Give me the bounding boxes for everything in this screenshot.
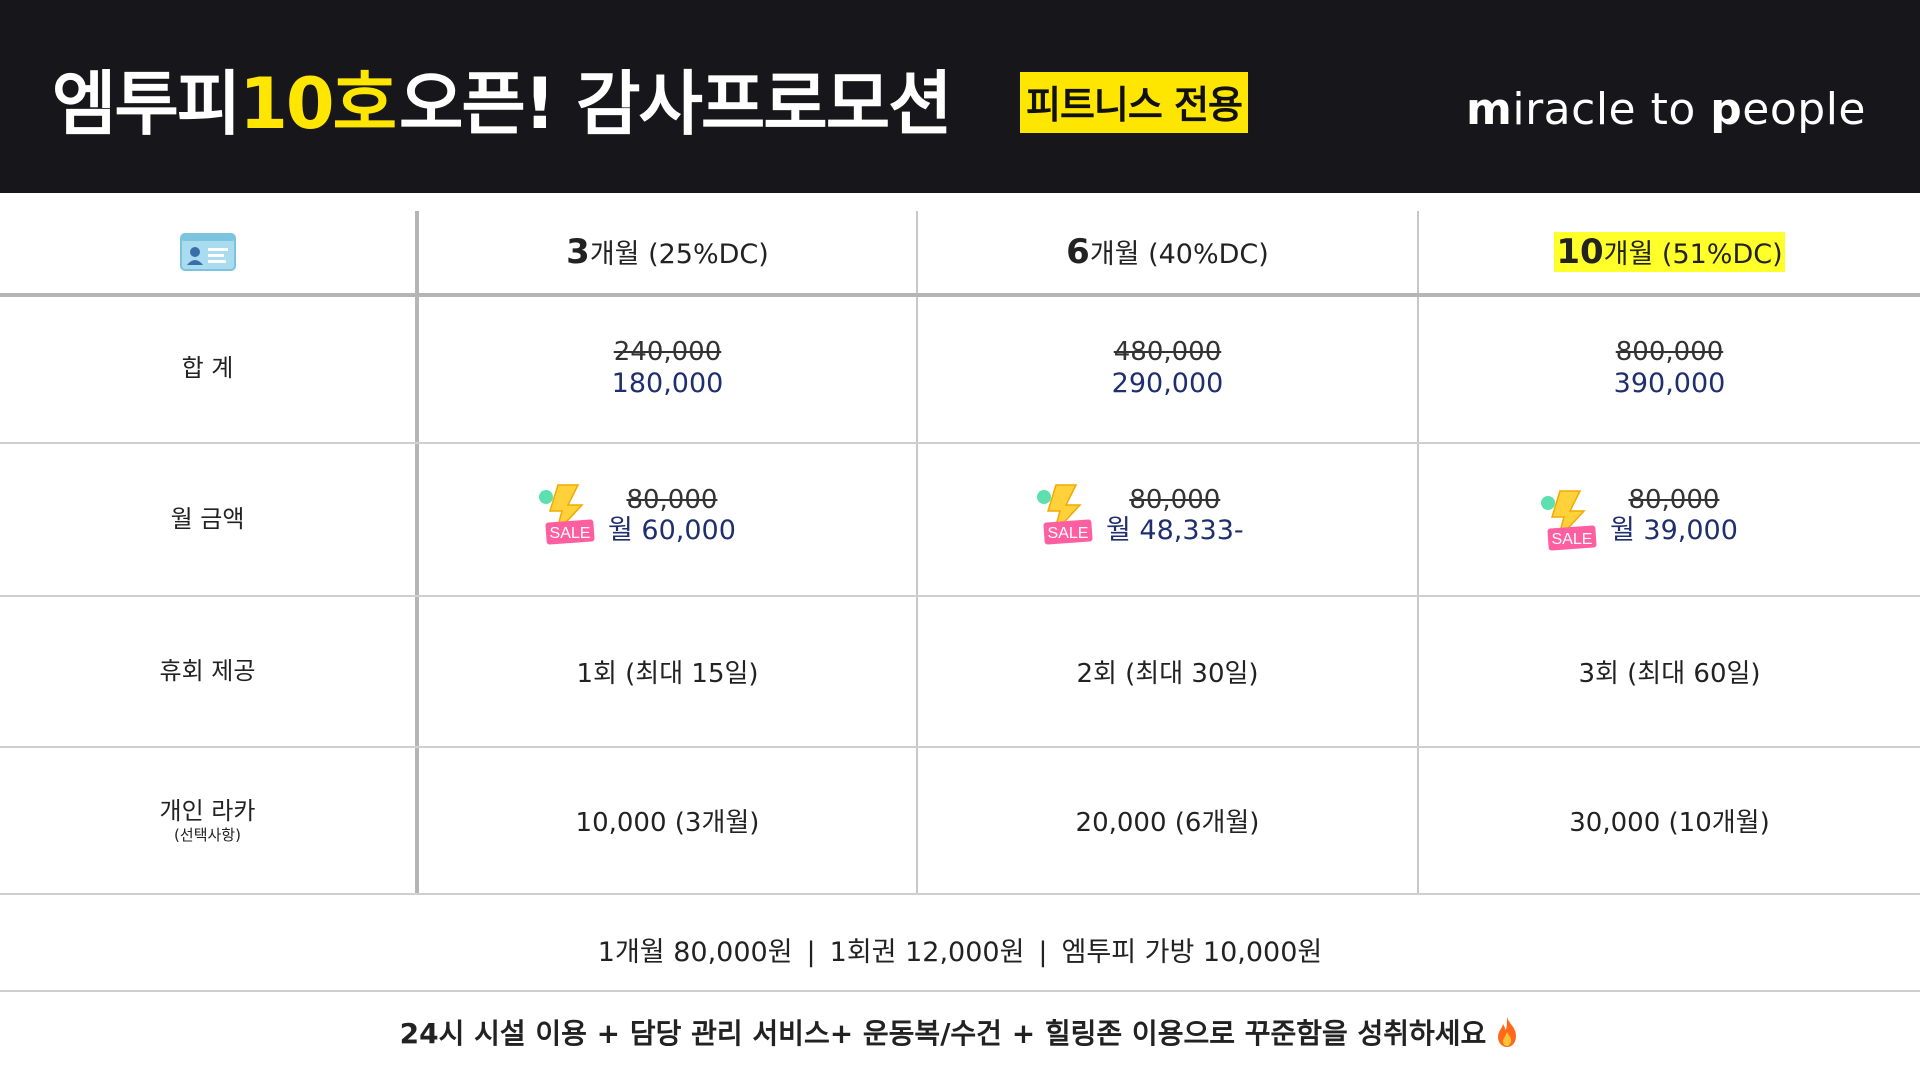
discounted-price: 월 48,333-	[1106, 515, 1244, 547]
plan-months: 3	[566, 232, 590, 272]
pause-3m: 1회 (최대 15일)	[576, 659, 759, 689]
total-3m: 240,000 180,000	[419, 295, 916, 442]
sale-bolt-icon: SALE	[539, 484, 595, 545]
row-label-text: 합 계	[181, 354, 234, 383]
divider	[916, 211, 918, 894]
locker-10m: 30,000 (10개월)	[1569, 808, 1770, 838]
brand-slogan: miracle to people	[1466, 84, 1866, 135]
fire-icon	[1498, 1017, 1517, 1047]
pricing-table: 3개월 (25%DC) 6개월 (40%DC) 10개월 (51%DC) 합 계…	[0, 193, 1920, 895]
row-sublabel-text: (선택사항)	[174, 825, 241, 844]
price-item: 1개월 80,000원	[597, 937, 793, 968]
row-label-text: 휴회 제공	[159, 657, 256, 686]
brand-eople: eople	[1742, 84, 1866, 135]
header-icon-cell	[0, 211, 415, 293]
locker-3m: 10,000 (3개월)	[575, 808, 760, 838]
pause-6m: 2회 (최대 30일)	[1076, 659, 1259, 689]
sale-text: SALE	[550, 525, 591, 542]
plan-unit: 개월 (40%DC)	[1089, 239, 1269, 270]
plan-unit: 개월 (51%DC)	[1603, 239, 1783, 270]
sale-bolt-icon: SALE	[1541, 490, 1597, 551]
divider	[0, 990, 1920, 992]
row-label-monthly: 월 금액	[0, 444, 415, 595]
original-price: 80,000	[1129, 484, 1221, 515]
plan-header-10m: 10개월 (51%DC)	[1419, 211, 1920, 293]
original-price: 800,000	[1615, 337, 1724, 368]
plan-header-3m: 3개월 (25%DC)	[419, 211, 916, 293]
title-suffix: 오픈! 감사프로모션	[399, 63, 952, 145]
row-label-locker: 개인 라카 (선택사항)	[0, 748, 415, 893]
discounted-price: 180,000	[611, 367, 724, 399]
pause-10m: 3회 (최대 60일)	[1578, 659, 1761, 689]
divider	[0, 442, 1920, 444]
price-item: 엠투피 가방 10,000원	[1061, 937, 1323, 968]
monthly-6m: SALE 80,000 월 48,333-	[1036, 483, 1244, 549]
plan-months: 10	[1556, 232, 1604, 272]
separator: |	[806, 937, 816, 968]
title-prefix: 엠투피	[52, 63, 241, 145]
locker-6m: 20,000 (6개월)	[1075, 808, 1260, 838]
sale-bolt-icon: SALE	[1037, 484, 1093, 545]
extra-prices: 1개월 80,000원 | 1회권 12,000원 | 엠투피 가방 10,000원	[0, 930, 1920, 969]
brand-m: m	[1466, 84, 1513, 135]
divider	[0, 893, 1920, 895]
monthly-3m: SALE 80,000 월 60,000	[538, 483, 736, 549]
total-10m: 800,000 390,000	[1419, 295, 1920, 442]
promo-title: 엠투피 10호 오픈! 감사프로모션	[52, 48, 953, 149]
original-price: 80,000	[626, 484, 718, 515]
plan-unit: 개월 (25%DC)	[589, 239, 769, 270]
price-item: 1회권 12,000원	[829, 937, 1025, 968]
title-highlight: 10호	[239, 63, 397, 145]
header-banner: 엠투피 10호 오픈! 감사프로모션 피트니스 전용 miracle to peop…	[0, 0, 1920, 193]
divider	[0, 746, 1920, 748]
plan-header-6m: 6개월 (40%DC)	[918, 211, 1417, 293]
tagline-text: 24시 시설 이용 + 담당 관리 서비스+ 운동복/수건 + 힐링존 이용으로…	[399, 1017, 1487, 1050]
original-price: 80,000	[1628, 484, 1720, 515]
id-card-icon	[179, 233, 236, 271]
row-label-text: 개인 라카	[159, 797, 256, 826]
row-label-text: 월 금액	[170, 505, 245, 534]
monthly-10m: SALE 80,000 월 39,000	[1540, 484, 1738, 555]
discounted-price: 월 39,000	[1610, 515, 1738, 547]
sale-text: SALE	[1048, 525, 1089, 542]
divider	[0, 293, 1920, 297]
separator: |	[1038, 937, 1048, 968]
row-label-total: 합 계	[0, 295, 415, 442]
sale-text: SALE	[1552, 531, 1593, 548]
tagline: 24시 시설 이용 + 담당 관리 서비스+ 운동복/수건 + 힐링존 이용으로…	[0, 1012, 1920, 1052]
discounted-price: 290,000	[1111, 367, 1224, 399]
row-label-pause: 휴회 제공	[0, 597, 415, 746]
original-price: 480,000	[1113, 337, 1222, 368]
divider	[415, 211, 419, 894]
brand-iracle: iracle to	[1512, 84, 1711, 135]
plan-months: 6	[1066, 232, 1090, 272]
total-6m: 480,000 290,000	[918, 295, 1417, 442]
brand-p: p	[1710, 84, 1743, 135]
discounted-price: 월 60,000	[608, 515, 736, 547]
divider	[0, 595, 1920, 597]
discounted-price: 390,000	[1613, 367, 1726, 399]
fitness-only-badge: 피트니스 전용	[1020, 72, 1248, 133]
original-price: 240,000	[613, 337, 722, 368]
divider	[1417, 211, 1419, 894]
